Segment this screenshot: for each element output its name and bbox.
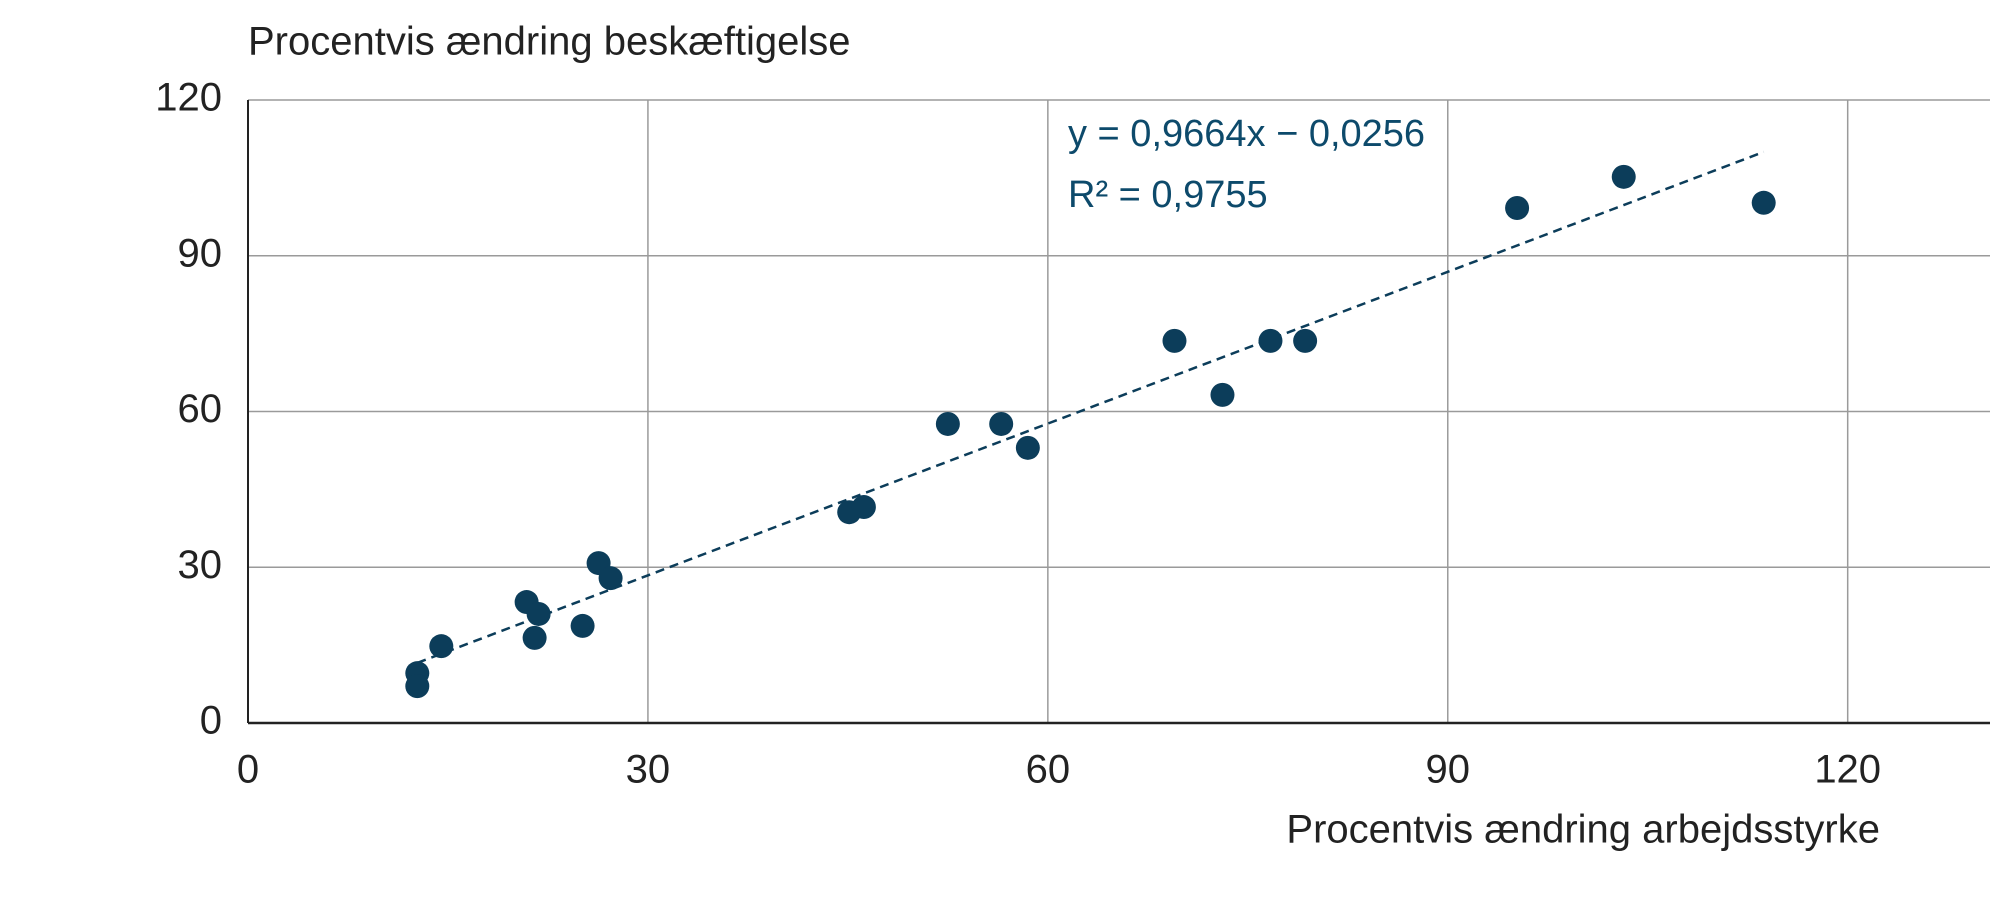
point <box>1751 190 1776 215</box>
y-tick-label: 0 <box>200 699 222 743</box>
x-tick-label: 120 <box>1814 748 1881 792</box>
equation: y = 0,9664x − 0,0256 <box>1068 113 1425 155</box>
y-tick-label: 30 <box>178 543 223 587</box>
x-tick-label: 30 <box>626 748 671 792</box>
point <box>1258 328 1283 353</box>
x-tick-label: 90 <box>1426 748 1471 792</box>
x-tick-label: 60 <box>1026 748 1071 792</box>
point <box>935 411 960 436</box>
point <box>570 613 595 638</box>
point <box>989 411 1014 436</box>
x-axis-title: Procentvis ændring arbejdsstyrke <box>1286 808 1880 852</box>
point <box>429 634 454 659</box>
y-tick-label: 90 <box>178 231 223 275</box>
y-tick-label: 120 <box>155 76 222 120</box>
r-squared: R² = 0,9755 <box>1068 174 1268 216</box>
point <box>526 601 551 626</box>
point <box>405 674 430 699</box>
point <box>851 495 876 520</box>
point <box>1162 328 1187 353</box>
point <box>522 625 547 650</box>
point <box>1293 328 1318 353</box>
x-tick-label: 0 <box>237 748 259 792</box>
point <box>1505 195 1530 220</box>
point <box>1210 382 1235 407</box>
point <box>598 566 623 591</box>
point <box>1015 435 1040 460</box>
point <box>1611 164 1636 189</box>
y-axis-title: Procentvis ændring beskæftigelse <box>248 20 851 64</box>
trendline <box>416 150 1765 665</box>
y-tick-label: 60 <box>178 387 223 431</box>
